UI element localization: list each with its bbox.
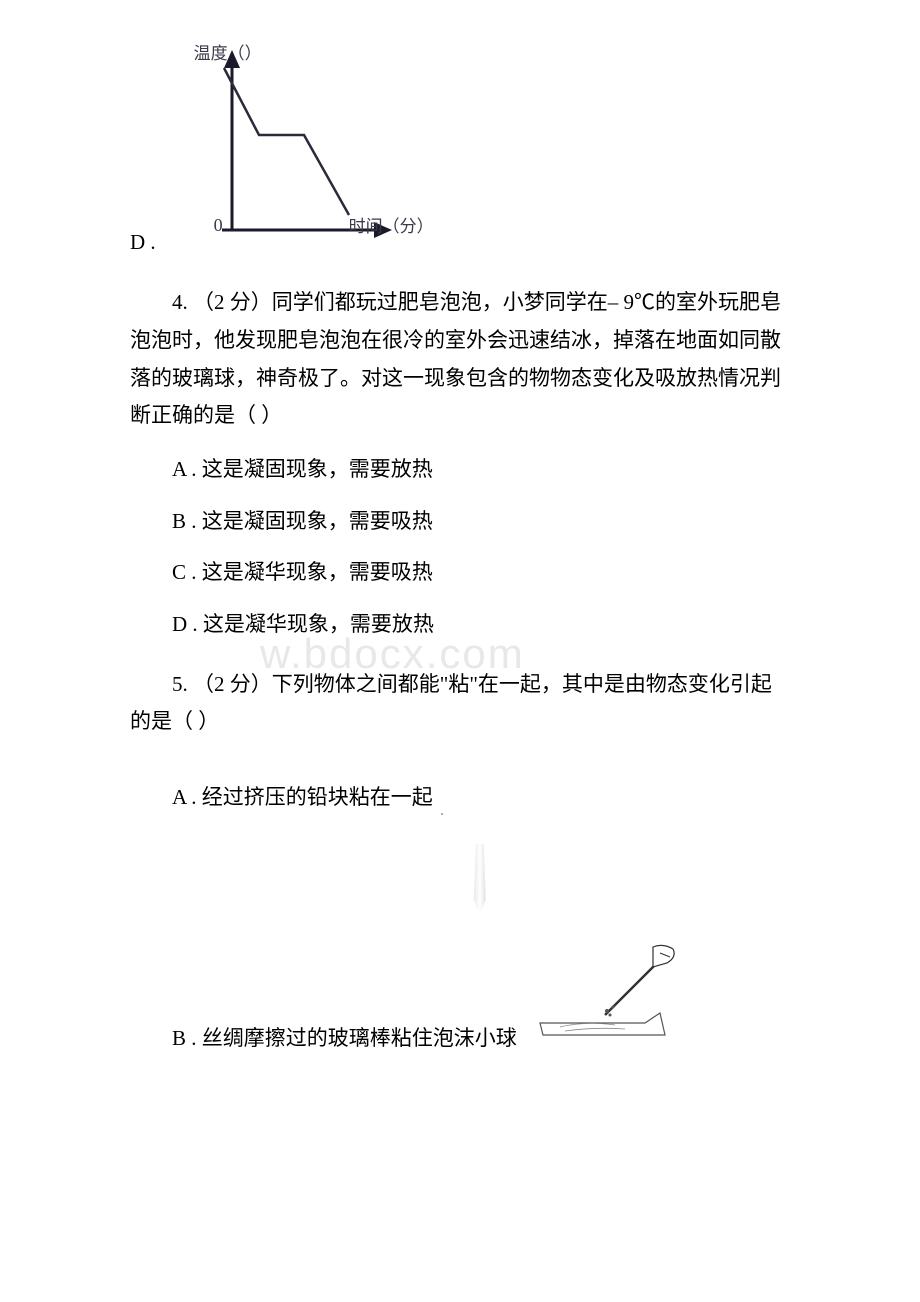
- origin-label: 0: [214, 211, 223, 240]
- q5-option-a-text: A . 经过挤压的铅块粘在一起: [130, 781, 433, 815]
- q5-option-b-row: B . 丝绸摩擦过的玻璃棒粘住泡沫小球: [130, 935, 790, 1056]
- lead-block-image: [441, 813, 443, 815]
- option-d-label: D .: [130, 226, 156, 260]
- q4-option-d: D . 这是凝华现象，需要放热: [130, 608, 790, 642]
- y-axis-label: 温度（）: [194, 40, 262, 67]
- silk-rod-image: [525, 1026, 685, 1050]
- cooling-graph: 温度（） 0 时间（分）: [164, 40, 404, 260]
- q4-option-c: C . 这是凝华现象，需要吸热: [130, 556, 790, 590]
- x-axis-label: 时间（分）: [349, 213, 434, 240]
- q4-option-b: B . 这是凝固现象，需要吸热: [130, 505, 790, 539]
- q4-text: 4. （2 分）同学们都玩过肥皂泡泡，小梦同学在– 9℃的室外玩肥皂泡泡时，他发…: [130, 284, 790, 435]
- q5-text: 5. （2 分）下列物体之间都能"粘"在一起，其中是由物态变化引起的是（ ）: [130, 666, 790, 742]
- q4-option-a: A . 这是凝固现象，需要放热: [130, 453, 790, 487]
- page-content: D . 温度（） 0 时间（分） 4. （2 分）同学们都玩过肥皂泡泡，小梦同学…: [130, 40, 790, 1055]
- q5-option-b-text: B . 丝绸摩擦过的玻璃棒粘住泡沫小球: [130, 1022, 517, 1056]
- q5-option-a-row: A . 经过挤压的铅块粘在一起: [130, 781, 790, 815]
- option-d-row: D . 温度（） 0 时间（分）: [130, 40, 790, 260]
